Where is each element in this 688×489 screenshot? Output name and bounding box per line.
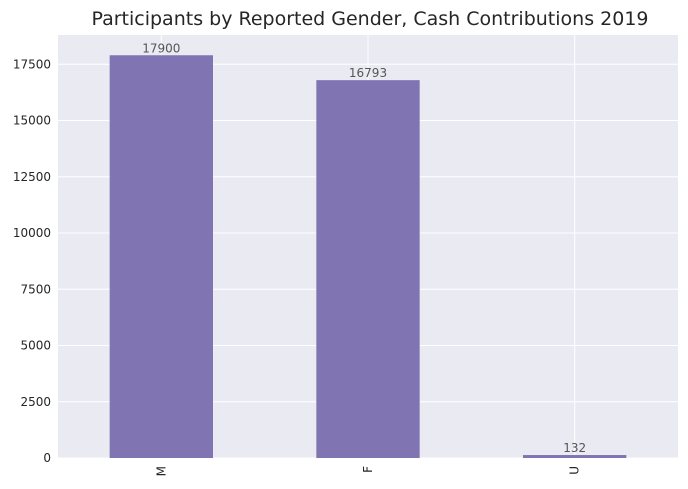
- chart-title: Participants by Reported Gender, Cash Co…: [91, 8, 648, 30]
- y-tick-label: 2500: [20, 395, 51, 409]
- y-axis-ticks: 0 2500 5000 7500 10000 12500 15000 17500: [13, 57, 51, 465]
- data-labels: 17900 16793 132: [142, 41, 586, 455]
- y-tick-label: 10000: [13, 226, 51, 240]
- data-label-u: 132: [563, 441, 586, 455]
- data-label-f: 16793: [349, 66, 387, 80]
- y-tick-label: 12500: [13, 170, 51, 184]
- x-tick-label-u: U: [568, 466, 582, 475]
- data-label-m: 17900: [142, 41, 180, 55]
- x-tick-label-f: F: [361, 466, 375, 473]
- y-tick-label: 15000: [13, 114, 51, 128]
- bar-m: [109, 55, 213, 458]
- bars: [109, 55, 627, 458]
- y-tick-label: 0: [43, 451, 51, 465]
- y-tick-label: 5000: [20, 339, 51, 353]
- bar-f: [316, 80, 420, 458]
- bar-u: [523, 455, 627, 458]
- y-tick-label: 17500: [13, 57, 51, 71]
- x-tick-label-m: M: [154, 466, 168, 476]
- y-tick-label: 7500: [20, 282, 51, 296]
